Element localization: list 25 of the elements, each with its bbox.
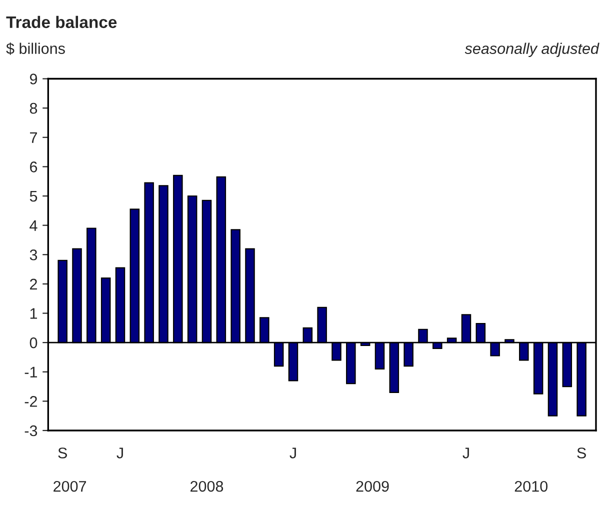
y-tick-label: 8 — [30, 102, 38, 114]
x-tick-label: S — [58, 448, 67, 458]
y-tick-label: 9 — [30, 74, 38, 84]
y-tick-label: 2 — [30, 278, 37, 290]
text: 2007 — [54, 480, 86, 492]
text: 2009 — [356, 480, 389, 492]
x-tick-label: J — [116, 448, 123, 458]
chart-subtitle: $ billions — [6, 42, 65, 55]
chart-title: Trade balance — [6, 16, 117, 28]
y-tick-label: 1 — [30, 308, 37, 319]
x-tick-label: S — [577, 448, 586, 458]
x-tick-label: J — [290, 448, 296, 458]
y-tick-label: 3 — [30, 249, 38, 260]
y-tick-label: 5 — [30, 191, 38, 202]
y-tick-label: 0 — [30, 337, 38, 348]
y-tick-label: -1 — [24, 366, 37, 378]
text: 2010 — [514, 480, 548, 492]
y-tick-label: 7 — [30, 132, 37, 143]
y-tick-label: -2 — [24, 396, 37, 407]
text: 2008 — [190, 480, 224, 492]
y-tick-label: 4 — [30, 220, 38, 231]
y-tick-label: 6 — [30, 162, 38, 172]
text: seasonally adjusted — [464, 42, 600, 57]
y-tick-label: -3 — [24, 425, 38, 436]
x-tick-label: J — [462, 448, 469, 458]
